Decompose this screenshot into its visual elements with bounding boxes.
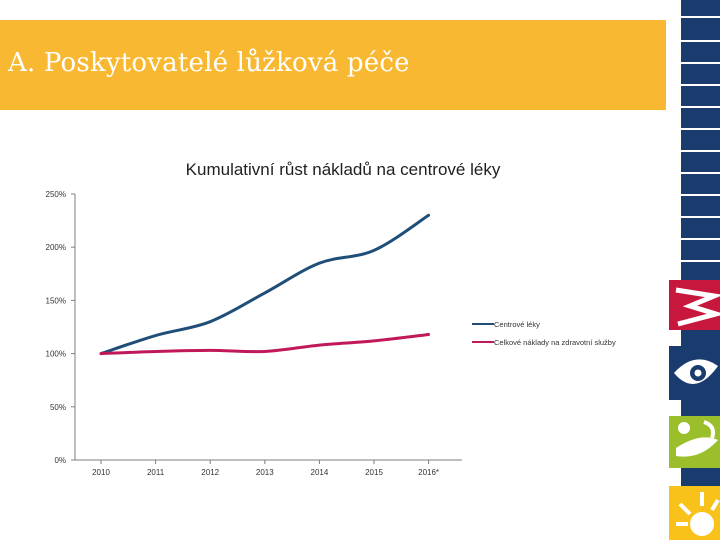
slide-title: A. Poskytovatelé lůžková péče [8,48,410,78]
y-tick-label: 100% [46,350,66,359]
y-tick-label: 200% [46,243,66,252]
y-tick-label: 0% [54,456,66,465]
series-line-1 [99,213,431,356]
leaf-logo-icon [669,416,720,468]
eye-logo-icon [669,346,720,400]
legend-label-2: Celkové náklady na zdravotní služby [494,338,616,347]
y-tick-label: 150% [46,296,66,305]
x-tick-label: 2015 [365,468,383,477]
y-tick-label: 250% [46,190,66,199]
x-tick-label: 2014 [311,468,329,477]
x-tick-label: 2010 [92,468,110,477]
chart-title: Kumulativní růst nákladů na centrové lék… [186,160,501,179]
y-tick-label: 50% [50,403,66,412]
x-tick-label: 2012 [201,468,219,477]
x-tick-label: 2011 [147,468,165,477]
x-tick-label: 2013 [256,468,274,477]
series-line-2 [99,332,431,356]
title-banner [0,20,666,110]
sun-logo-icon [669,486,720,540]
flame-logo-icon [669,280,720,330]
x-tick-label: 2016* [418,468,439,477]
legend-label-1: Centrové léky [494,320,540,329]
